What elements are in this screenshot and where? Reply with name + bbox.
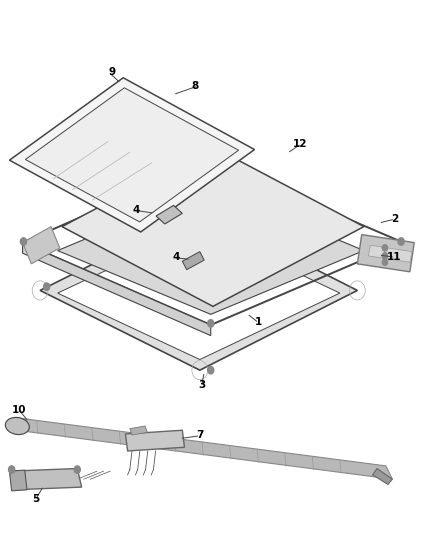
Polygon shape [357,243,403,264]
Text: 3: 3 [198,380,205,390]
Text: 12: 12 [293,139,307,149]
Circle shape [74,466,80,473]
Polygon shape [57,227,339,360]
Text: 5: 5 [32,494,39,504]
Circle shape [20,238,26,245]
Circle shape [207,320,213,327]
Polygon shape [130,426,147,435]
Polygon shape [10,470,27,491]
Polygon shape [62,147,363,306]
Text: 9: 9 [109,68,116,77]
Polygon shape [22,243,210,336]
Polygon shape [357,235,413,272]
Text: 2: 2 [390,214,397,224]
Polygon shape [125,430,184,451]
Polygon shape [18,418,392,479]
Polygon shape [182,252,204,270]
Circle shape [381,259,387,265]
Text: 1: 1 [254,317,262,327]
Polygon shape [25,88,238,222]
Text: 7: 7 [196,430,203,440]
Circle shape [381,245,387,251]
Polygon shape [372,469,392,484]
Text: 10: 10 [12,405,26,415]
Circle shape [381,253,387,259]
Polygon shape [57,187,363,314]
Polygon shape [155,205,182,224]
Text: 11: 11 [386,252,401,262]
Circle shape [43,283,49,290]
Text: 8: 8 [191,81,198,91]
Polygon shape [40,211,357,370]
Circle shape [9,466,14,473]
Polygon shape [10,78,254,232]
Circle shape [397,238,403,245]
Text: 4: 4 [132,205,140,215]
Polygon shape [22,227,60,264]
Ellipse shape [5,417,29,434]
Circle shape [207,367,213,374]
Polygon shape [367,245,411,262]
Polygon shape [10,469,81,490]
Text: 4: 4 [172,253,179,262]
